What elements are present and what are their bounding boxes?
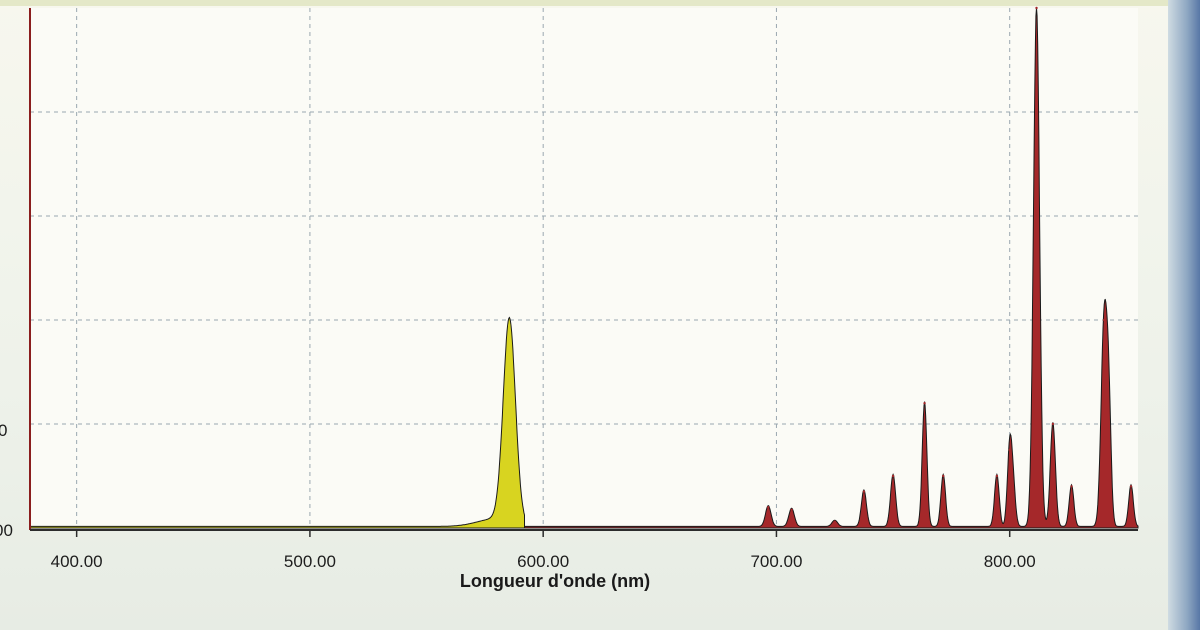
peak-point-4 xyxy=(833,520,836,523)
peak-point-15 xyxy=(1102,318,1106,322)
red-spectrum-area xyxy=(523,7,1139,529)
peak-point-3 xyxy=(790,508,793,511)
y-tick-label-1: 0 xyxy=(0,421,7,440)
spectrum-series xyxy=(29,6,1139,529)
yellow-spectrum-area xyxy=(29,316,526,529)
peak-point-2 xyxy=(767,506,770,509)
peak-point-14 xyxy=(1070,485,1073,488)
peak-point-9 xyxy=(995,474,999,478)
y-tick-label-0: 00 xyxy=(0,521,13,540)
x-tick-label: 600.00 xyxy=(517,552,569,571)
x-tick-label: 700.00 xyxy=(750,552,802,571)
peak-point-11 xyxy=(1012,490,1015,493)
peak-point-16 xyxy=(1107,422,1111,426)
window-top-edge xyxy=(0,0,1168,6)
grid-lines xyxy=(30,8,1138,528)
peak-point-17 xyxy=(1129,485,1133,488)
peak-point-0 xyxy=(508,324,511,327)
peak-point-10 xyxy=(1008,448,1011,452)
x-tick-label: 500.00 xyxy=(284,552,336,571)
spectrum-chart: 400.00 500.00 600.00 700.00 800.00 0 00 Long… xyxy=(0,6,1139,591)
peak-point-6 xyxy=(891,474,895,478)
monitor-bezel xyxy=(1168,0,1200,630)
peak-point-5 xyxy=(862,490,866,493)
peak-point-13 xyxy=(1051,422,1055,426)
peak-point-1 xyxy=(495,519,498,522)
peak-point-8 xyxy=(942,474,945,478)
peak-point-7 xyxy=(923,402,926,405)
plot-area xyxy=(30,8,1138,530)
peak-point-12 xyxy=(1035,6,1038,10)
x-tick-label: 400.00 xyxy=(51,552,103,571)
x-axis-ticks: 400.00 500.00 600.00 700.00 800.00 xyxy=(51,530,1036,571)
x-axis-title: Longueur d'onde (nm) xyxy=(460,571,650,591)
x-tick-label: 800.00 xyxy=(984,552,1036,571)
